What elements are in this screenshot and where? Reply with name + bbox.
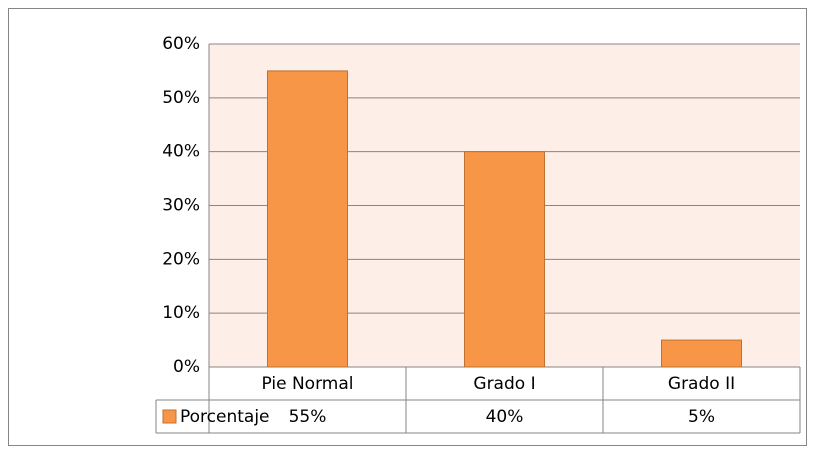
- legend-label: Porcentaje: [180, 407, 270, 427]
- table-value: 40%: [486, 407, 524, 427]
- bar: [464, 151, 545, 368]
- y-tick-label: 10%: [162, 303, 200, 323]
- y-tick-label: 0%: [173, 357, 200, 377]
- bar: [661, 339, 742, 368]
- x-tick-label: Grado I: [473, 374, 535, 394]
- x-tick-label: Grado II: [668, 374, 735, 394]
- table-value: 5%: [688, 407, 715, 427]
- bar: [267, 70, 348, 368]
- y-tick-label: 30%: [162, 196, 200, 216]
- y-tick-label: 40%: [162, 142, 200, 162]
- table-value: 55%: [289, 407, 327, 427]
- legend-swatch: [162, 409, 177, 424]
- y-tick-label: 20%: [162, 249, 200, 269]
- y-tick-label: 60%: [162, 34, 200, 54]
- y-tick-label: 50%: [162, 88, 200, 108]
- x-tick-label: Pie Normal: [262, 374, 354, 394]
